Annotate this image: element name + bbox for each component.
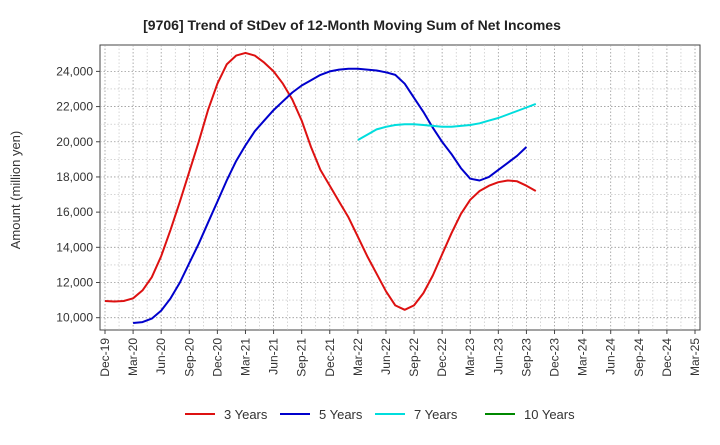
x-tick-label: Mar-21 bbox=[238, 338, 252, 376]
x-tick-label: Dec-20 bbox=[210, 338, 224, 377]
x-tick-label: Dec-22 bbox=[435, 338, 449, 377]
x-tick-label: Mar-25 bbox=[688, 338, 702, 376]
x-tick-label: Mar-23 bbox=[463, 338, 477, 376]
x-tick-label: Jun-20 bbox=[154, 338, 168, 375]
y-tick-label: 10,000 bbox=[56, 311, 93, 325]
plot-area bbox=[99, 44, 701, 331]
y-tick-label: 14,000 bbox=[56, 240, 93, 254]
y-tick-label: 12,000 bbox=[56, 276, 93, 290]
x-tick-label: Jun-24 bbox=[604, 338, 618, 375]
x-tick-label: Jun-22 bbox=[379, 338, 393, 375]
y-axis-label: Amount (million yen) bbox=[8, 131, 23, 250]
x-tick-label: Sep-24 bbox=[632, 338, 646, 377]
x-tick-label: Mar-20 bbox=[126, 338, 140, 376]
x-tick-label: Jun-21 bbox=[267, 338, 281, 375]
x-tick-label: Sep-21 bbox=[295, 338, 309, 377]
x-tick-label: Dec-21 bbox=[323, 338, 337, 377]
legend-label: 5 Years bbox=[319, 407, 363, 422]
x-tick-label: Sep-20 bbox=[182, 338, 196, 377]
x-tick-labels: Dec-19 Mar-20 Jun-20 Sep-20 Dec-20 Mar-21 Jun-… bbox=[98, 330, 702, 377]
y-tick-labels: 10,000 12,000 14,000 16,000 18,000 20,000 22,0… bbox=[56, 64, 100, 325]
y-tick-label: 20,000 bbox=[56, 135, 93, 149]
series-line-7-years bbox=[357, 102, 537, 141]
x-tick-label: Dec-19 bbox=[98, 338, 112, 377]
x-tick-label: Mar-22 bbox=[351, 338, 365, 376]
legend-label: 3 Years bbox=[224, 407, 268, 422]
y-tick-label: 18,000 bbox=[56, 170, 93, 184]
y-tick-label: 16,000 bbox=[56, 205, 93, 219]
x-tick-label: Dec-24 bbox=[660, 338, 674, 377]
x-tick-label: Dec-23 bbox=[548, 338, 562, 377]
y-tick-label: 22,000 bbox=[56, 100, 93, 114]
legend-label: 10 Years bbox=[524, 407, 575, 422]
x-tick-label: Mar-24 bbox=[576, 338, 590, 376]
series-line-3-years bbox=[104, 51, 537, 311]
x-tick-label: Sep-23 bbox=[519, 338, 533, 377]
legend-label: 7 Years bbox=[414, 407, 458, 422]
y-tick-label: 24,000 bbox=[56, 64, 93, 78]
series-layer bbox=[104, 51, 537, 324]
legend: 3 Years 5 Years 7 Years 10 Years bbox=[185, 407, 575, 422]
series-line-5-years bbox=[133, 67, 528, 324]
x-tick-label: Jun-23 bbox=[491, 338, 505, 375]
x-tick-label: Sep-22 bbox=[407, 338, 421, 377]
chart-title: [9706] Trend of StDev of 12-Month Moving… bbox=[143, 17, 561, 33]
